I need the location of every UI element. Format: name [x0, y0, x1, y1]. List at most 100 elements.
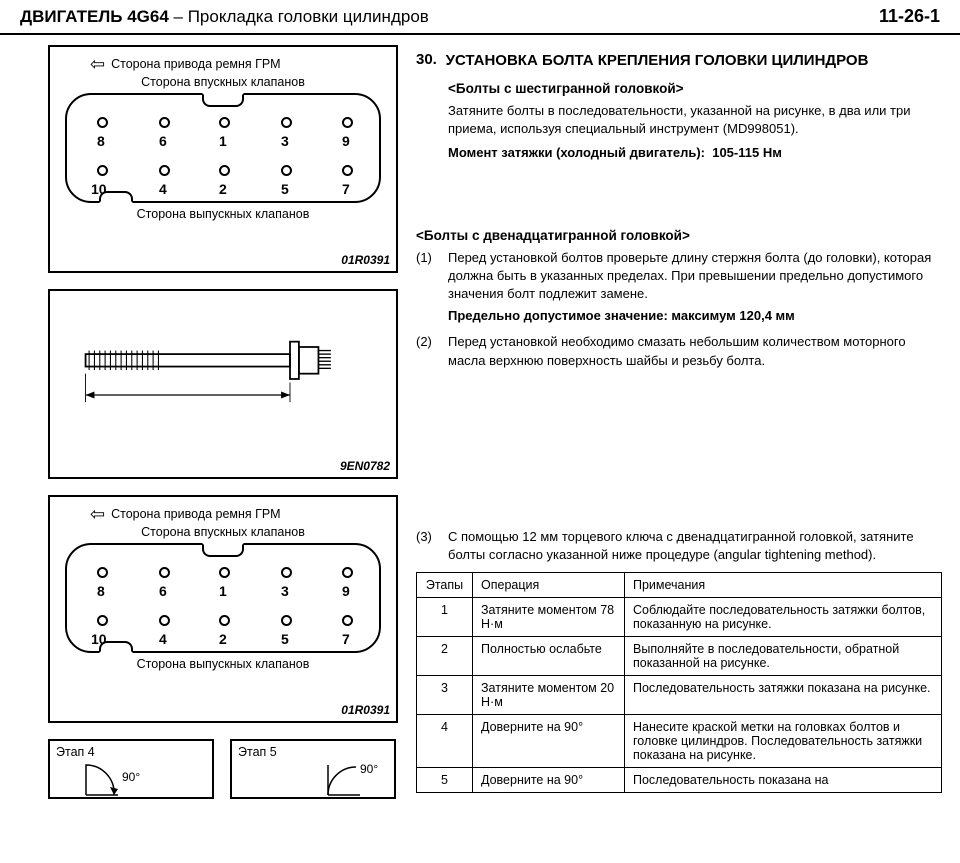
bolt-hole: [97, 567, 108, 578]
bolt-number: 1: [219, 583, 227, 599]
table-cell: Выполняйте в последовательности, обратно…: [625, 637, 942, 676]
item-number: (1): [416, 249, 448, 326]
bolt-hole: [159, 117, 170, 128]
section-heading: 30. УСТАНОВКА БОЛТА КРЕПЛЕНИЯ ГОЛОВКИ ЦИ…: [416, 51, 942, 71]
bolt-number: 4: [159, 181, 167, 197]
subheading-12pt: <Болты с двенадцатигранной головкой>: [416, 228, 942, 243]
table-cell: Полностью ослабьте: [473, 637, 625, 676]
table-cell: Соблюдайте последовательность затяжки бо…: [625, 598, 942, 637]
bolt-number: 9: [342, 583, 350, 599]
angle-text: 90°: [360, 762, 378, 776]
torque-line: Момент затяжки (холодный двигатель): 105…: [448, 145, 942, 160]
bolt-hole: [159, 567, 170, 578]
list-item: (3) С помощью 12 мм торцевого ключа с дв…: [416, 528, 942, 564]
arrow-line: ⇦ Сторона привода ремня ГРМ: [90, 505, 386, 523]
intake-label: Сторона впускных клапанов: [60, 525, 386, 539]
table-header-row: Этапы Операция Примечания: [417, 573, 942, 598]
bolt-hole: [97, 615, 108, 626]
table-cell: Доверните на 90°: [473, 768, 625, 793]
table-row: 1Затяните моментом 78 Н·мСоблюдайте посл…: [417, 598, 942, 637]
numbered-list: (1) Перед установкой болтов проверьте дл…: [416, 249, 942, 565]
table-cell: Затяните моментом 20 Н·м: [473, 676, 625, 715]
intake-label: Сторона впускных клапанов: [60, 75, 386, 89]
table-row: 4Доверните на 90°Нанесите краской метки …: [417, 715, 942, 768]
section-number: 30.: [416, 51, 442, 68]
th-notes: Примечания: [625, 573, 942, 598]
table-cell: Затяните моментом 78 Н·м: [473, 598, 625, 637]
table-row: 3Затяните моментом 20 Н·мПоследовательно…: [417, 676, 942, 715]
item-text: С помощью 12 мм торцевого ключа с двенад…: [448, 528, 942, 564]
stage-row: Этап 4 90° Этап 5 90°: [48, 739, 398, 799]
figure-tag: 9EN0782: [340, 459, 390, 473]
figure-bolt-pattern-2: ⇦ Сторона привода ремня ГРМ Сторона впус…: [48, 495, 398, 723]
bolt-drawing: [50, 331, 370, 411]
table-cell: 5: [417, 768, 473, 793]
table-cell: Последовательность затяжки показана на р…: [625, 676, 942, 715]
bolt-number: 9: [342, 133, 350, 149]
steps-table: Этапы Операция Примечания 1Затяните моме…: [416, 572, 942, 793]
para-hex: Затяните болты в последовательности, ука…: [448, 102, 942, 138]
title-rest: Прокладка головки цилиндров: [188, 7, 429, 26]
bolt-hole: [219, 117, 230, 128]
table-cell: 2: [417, 637, 473, 676]
torque-value: 105-115 Нм: [712, 145, 782, 160]
bolt-hole: [342, 117, 353, 128]
arrow-left-icon: ⇦: [90, 55, 105, 73]
bolt-number: 10: [91, 181, 107, 197]
bolt-number: 7: [342, 631, 350, 647]
left-column: ⇦ Сторона привода ремня ГРМ Сторона впус…: [48, 45, 398, 799]
item-number: (3): [416, 528, 448, 564]
torque-label: Момент затяжки (холодный двигатель):: [448, 145, 705, 160]
bolt-hole: [342, 567, 353, 578]
bolt-number: 1: [219, 133, 227, 149]
item-number: (2): [416, 333, 448, 369]
table-cell: 3: [417, 676, 473, 715]
page-number: 11-26-1: [879, 6, 940, 27]
bolt-number: 6: [159, 133, 167, 149]
bolt-hole: [281, 615, 292, 626]
exhaust-label: Сторона выпускных клапанов: [60, 657, 386, 671]
notch-top: [202, 543, 244, 557]
exhaust-label: Сторона выпускных клапанов: [60, 207, 386, 221]
bolt-number: 3: [281, 133, 289, 149]
bolt-number: 2: [219, 181, 227, 197]
arrow-left-icon: ⇦: [90, 505, 105, 523]
gasket-outline: 86139104257: [65, 93, 381, 203]
bolt-hole: [342, 165, 353, 176]
stage-5-diagram: 90°: [238, 759, 388, 797]
content: ⇦ Сторона привода ремня ГРМ Сторона впус…: [0, 35, 960, 799]
page-title: ДВИГАТЕЛЬ 4G64 – Прокладка головки цилин…: [20, 7, 429, 27]
bolt-hole: [219, 567, 230, 578]
bolt-hole: [281, 567, 292, 578]
stage-5-label: Этап 5: [238, 745, 388, 759]
bolt-number: 2: [219, 631, 227, 647]
list-item: (2) Перед установкой необходимо смазать …: [416, 333, 942, 369]
arrow-label: Сторона привода ремня ГРМ: [111, 57, 280, 71]
bolt-hole: [219, 165, 230, 176]
figure-tag: 01R0391: [341, 253, 390, 267]
item-text: Перед установкой болтов проверьте длину …: [448, 249, 942, 326]
bolt-hole: [159, 165, 170, 176]
bolt-number: 6: [159, 583, 167, 599]
figure-bolt-length: 9EN0782: [48, 289, 398, 479]
th-operation: Операция: [473, 573, 625, 598]
th-stage: Этапы: [417, 573, 473, 598]
table-cell: 1: [417, 598, 473, 637]
bolt-number: 3: [281, 583, 289, 599]
bolt-number: 5: [281, 631, 289, 647]
table-cell: 4: [417, 715, 473, 768]
right-column: 30. УСТАНОВКА БОЛТА КРЕПЛЕНИЯ ГОЛОВКИ ЦИ…: [416, 45, 942, 799]
notch-top: [202, 93, 244, 107]
stage-4-diagram: 90°: [56, 759, 206, 797]
bolt-number: 4: [159, 631, 167, 647]
angle-text: 90°: [122, 770, 140, 784]
stage-4-label: Этап 4: [56, 745, 206, 759]
section-title: УСТАНОВКА БОЛТА КРЕПЛЕНИЯ ГОЛОВКИ ЦИЛИНД…: [446, 51, 926, 71]
table-cell: Последовательность показана на: [625, 768, 942, 793]
arrow-line: ⇦ Сторона привода ремня ГРМ: [90, 55, 386, 73]
page-header: ДВИГАТЕЛЬ 4G64 – Прокладка головки цилин…: [0, 0, 960, 35]
bolt-hole: [281, 117, 292, 128]
figure-tag: 01R0391: [341, 703, 390, 717]
figure-bolt-pattern-1: ⇦ Сторона привода ремня ГРМ Сторона впус…: [48, 45, 398, 273]
bolt-number: 7: [342, 181, 350, 197]
